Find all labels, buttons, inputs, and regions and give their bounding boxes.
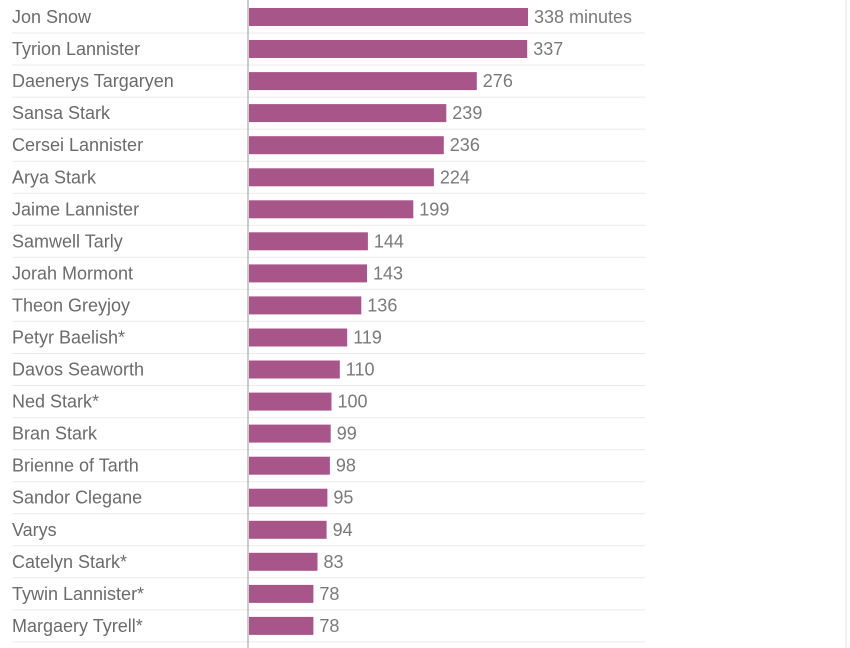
- bar: [249, 136, 444, 155]
- bar: [249, 360, 340, 379]
- value-label: 99: [337, 424, 357, 444]
- bar: [249, 456, 330, 475]
- category-label: Ned Stark*: [12, 392, 99, 412]
- category-label: Petyr Baelish*: [12, 328, 125, 348]
- value-label: 100: [338, 392, 368, 412]
- bar: [249, 200, 414, 219]
- value-label: 83: [324, 552, 344, 572]
- category-label: Arya Stark: [12, 167, 97, 187]
- value-label: 98: [336, 456, 356, 476]
- bar: [249, 264, 367, 283]
- value-label: 338 minutes: [534, 7, 632, 27]
- value-label: 199: [419, 199, 449, 219]
- bar: [249, 72, 477, 91]
- bar: [249, 232, 368, 251]
- bar: [249, 40, 528, 58]
- value-label: 78: [319, 616, 339, 636]
- category-label: Margaery Tyrell*: [12, 616, 143, 636]
- value-label: 224: [440, 167, 470, 187]
- chart-rows: Jon Snow 338 minutes Tyrion Lannister 337 Da…: [12, 7, 645, 643]
- value-label: 239: [452, 103, 482, 123]
- bar: [249, 616, 314, 635]
- bar: [249, 296, 362, 315]
- category-label: Davos Seaworth: [12, 360, 144, 380]
- value-label: 143: [373, 263, 403, 283]
- category-label: Tyrion Lannister: [12, 39, 140, 59]
- bar: [249, 168, 434, 187]
- bar: [249, 424, 331, 443]
- bar: [249, 328, 348, 347]
- value-label: 95: [333, 488, 353, 508]
- bar: [249, 104, 447, 123]
- bar: [249, 520, 327, 539]
- category-label: Jorah Mormont: [12, 263, 133, 283]
- category-label: Samwell Tarly: [12, 231, 123, 251]
- category-label: Sansa Stark: [12, 103, 111, 123]
- category-label: Daenerys Targaryen: [12, 71, 174, 91]
- category-label: Catelyn Stark*: [12, 552, 127, 572]
- value-label: 94: [333, 520, 353, 540]
- value-label: 236: [450, 135, 480, 155]
- category-label: Jaime Lannister: [12, 199, 139, 219]
- value-label: 110: [346, 360, 375, 380]
- value-label: 136: [367, 295, 397, 315]
- bar: [249, 8, 528, 26]
- value-label: 144: [374, 231, 404, 251]
- category-label: Sandor Clegane: [12, 488, 142, 508]
- bar: [249, 488, 328, 507]
- value-label: 337: [533, 39, 563, 59]
- value-label: 78: [319, 584, 339, 604]
- category-label: Brienne of Tarth: [12, 456, 139, 476]
- category-label: Tywin Lannister*: [12, 584, 144, 604]
- category-label: Theon Greyjoy: [12, 295, 130, 315]
- category-label: Cersei Lannister: [12, 135, 143, 155]
- bar: [249, 552, 318, 571]
- bar: [249, 392, 332, 411]
- category-label: Bran Stark: [12, 424, 98, 444]
- category-label: Varys: [12, 520, 57, 540]
- value-label: 276: [483, 71, 513, 91]
- bar: [249, 584, 314, 603]
- category-label: Jon Snow: [12, 7, 92, 27]
- value-label: 119: [353, 328, 382, 348]
